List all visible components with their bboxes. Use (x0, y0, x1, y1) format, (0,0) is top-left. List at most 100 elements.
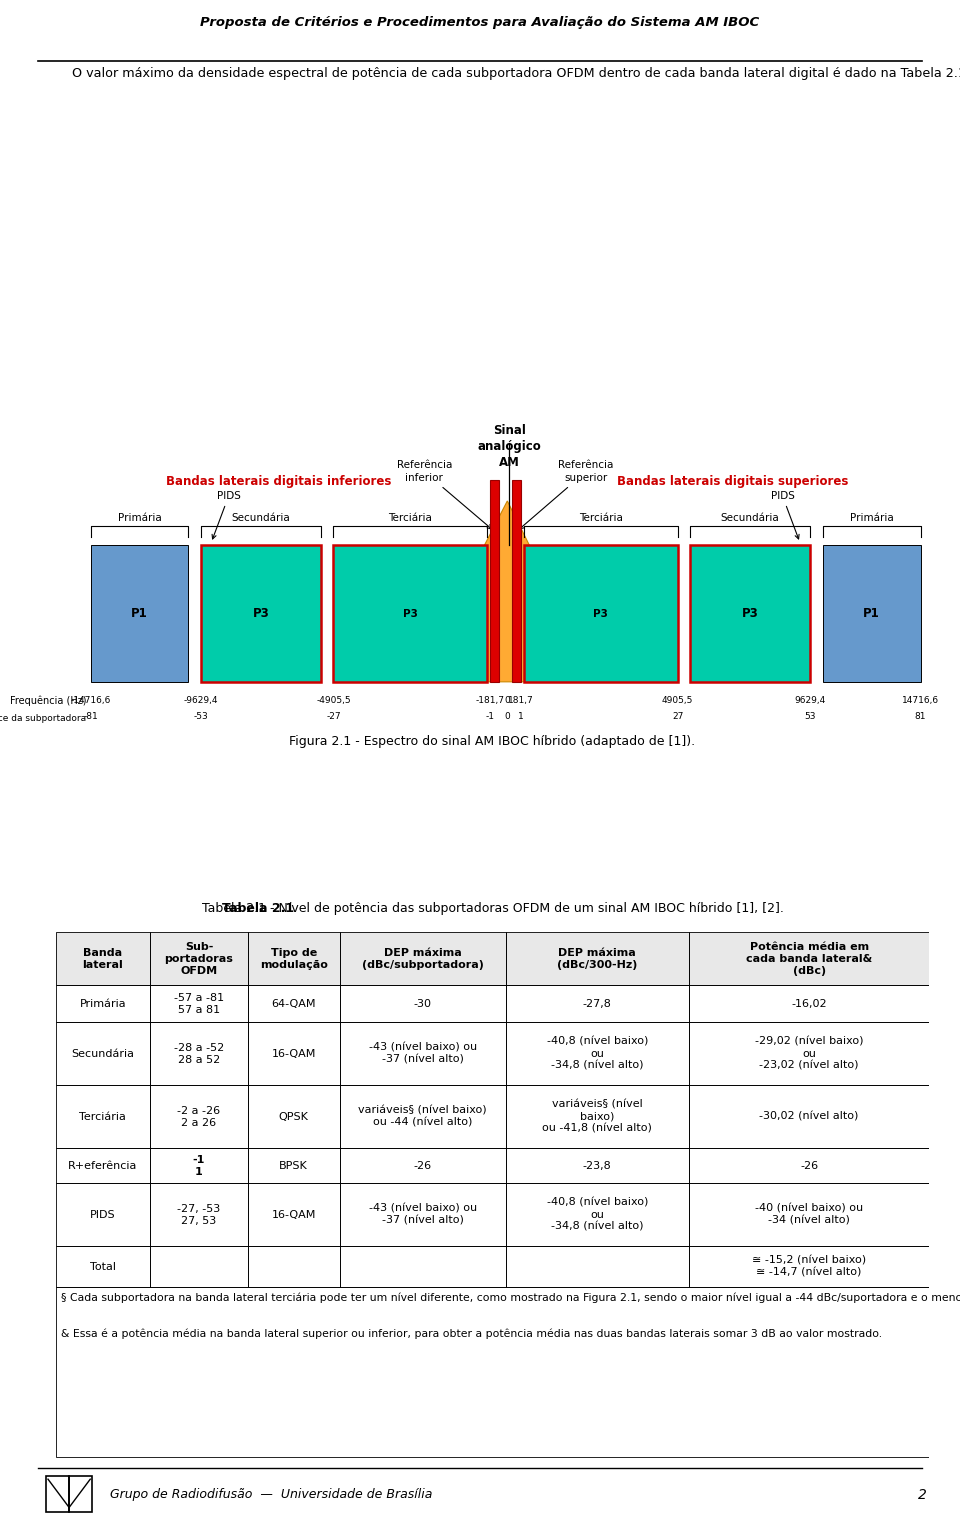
Text: Tabela 2.1 - Nível de potência das subportadoras OFDM de um sinal AM IBOC híbrid: Tabela 2.1 - Nível de potência das subpo… (202, 902, 783, 914)
Text: -40 (nível baixo) ou
-34 (nível alto): -40 (nível baixo) ou -34 (nível alto) (756, 1203, 863, 1226)
Text: Referência
inferior: Referência inferior (396, 460, 492, 529)
Bar (56, 1246, 150, 1287)
Bar (248, 986, 340, 1022)
Bar (69, 1476, 92, 1511)
Bar (248, 1183, 340, 1246)
Text: -27,8: -27,8 (583, 1000, 612, 1009)
Bar (340, 1085, 506, 1148)
Bar (689, 1183, 929, 1246)
Text: 2: 2 (918, 1487, 926, 1502)
Text: 27: 27 (672, 712, 684, 722)
Bar (506, 986, 689, 1022)
Bar (340, 933, 506, 986)
Text: -30,02 (nível alto): -30,02 (nível alto) (759, 1112, 859, 1121)
Text: Referência
superior: Referência superior (519, 460, 613, 529)
Bar (823, 545, 921, 682)
Text: Primária: Primária (850, 513, 894, 523)
Text: 0: 0 (504, 696, 510, 705)
Text: Primária: Primária (80, 1000, 126, 1009)
Bar (248, 1085, 340, 1148)
Bar (201, 545, 322, 682)
Text: P3: P3 (403, 609, 418, 618)
Bar (689, 1022, 929, 1085)
Text: § Cada subportadora na banda lateral terciária pode ter um nível diferente, como: § Cada subportadora na banda lateral ter… (60, 1293, 960, 1303)
Text: Terciária: Terciária (579, 513, 623, 523)
Bar (340, 986, 506, 1022)
Bar (150, 1022, 248, 1085)
Text: PIDS: PIDS (212, 491, 241, 539)
Bar (248, 986, 340, 1022)
Bar (150, 1183, 248, 1246)
Text: 16-QAM: 16-QAM (272, 1048, 316, 1059)
Bar (56, 1085, 150, 1148)
Bar (56, 986, 150, 1022)
Bar (340, 1183, 506, 1246)
Text: 53: 53 (804, 712, 816, 722)
Bar (689, 1022, 929, 1085)
Bar (56, 1183, 150, 1246)
Bar (150, 933, 248, 986)
Text: Banda
lateral: Banda lateral (83, 948, 123, 969)
Text: Secundária: Secundária (231, 513, 290, 523)
Bar (150, 1148, 248, 1183)
Text: 9629,4: 9629,4 (795, 696, 827, 705)
Text: -2 a -26
2 a 26: -2 a -26 2 a 26 (178, 1106, 221, 1127)
Text: Bandas laterais digitais inferiores: Bandas laterais digitais inferiores (166, 474, 391, 488)
Bar (689, 933, 929, 986)
Text: PIDS: PIDS (771, 491, 799, 539)
Bar (689, 933, 929, 986)
Bar (506, 1148, 689, 1183)
Bar (150, 1022, 248, 1085)
Text: -26: -26 (800, 1161, 818, 1171)
Text: Figura 2.1 - Espectro do sinal AM IBOC híbrido (adaptado de [1]).: Figura 2.1 - Espectro do sinal AM IBOC h… (289, 735, 696, 747)
Bar (90, 545, 188, 682)
Text: Tipo de
modulação: Tipo de modulação (260, 948, 327, 969)
Text: Grupo de Radiodifusão  —  Universidade de Brasília: Grupo de Radiodifusão — Universidade de … (110, 1489, 433, 1501)
Bar (56, 1148, 150, 1183)
Bar (690, 545, 810, 682)
Bar (248, 1148, 340, 1183)
Text: Tabela 2.1: Tabela 2.1 (222, 902, 295, 914)
Bar (248, 933, 340, 986)
Text: -27: -27 (326, 712, 341, 722)
Text: Índice da subportadora: Índice da subportadora (0, 712, 86, 723)
Bar (506, 986, 689, 1022)
Bar (689, 1148, 929, 1183)
Text: -29,02 (nível baixo)
ou
-23,02 (nível alto): -29,02 (nível baixo) ou -23,02 (nível al… (755, 1037, 863, 1071)
Bar (150, 986, 248, 1022)
Text: -81: -81 (84, 712, 98, 722)
Bar (248, 1022, 340, 1085)
Text: -26: -26 (414, 1161, 432, 1171)
Bar (56, 1183, 150, 1246)
Text: -4905,5: -4905,5 (316, 696, 350, 705)
Text: -57 a -81
57 a 81: -57 a -81 57 a 81 (174, 993, 224, 1015)
Text: P1: P1 (132, 608, 148, 620)
Text: BPSK: BPSK (279, 1161, 308, 1171)
Bar (150, 1246, 248, 1287)
Bar (333, 545, 488, 682)
Text: Frequência (Hz): Frequência (Hz) (10, 696, 86, 706)
Text: Terciária: Terciária (389, 513, 432, 523)
Bar (490, 480, 499, 682)
Text: P3: P3 (742, 608, 758, 620)
Bar (506, 1183, 689, 1246)
Text: O valor máximo da densidade espectral de potência de cada subportadora OFDM dent: O valor máximo da densidade espectral de… (56, 67, 960, 81)
Text: P3: P3 (252, 608, 270, 620)
Text: -40,8 (nível baixo)
ou
-34,8 (nível alto): -40,8 (nível baixo) ou -34,8 (nível alto… (546, 1197, 648, 1232)
Bar (56, 1246, 150, 1287)
Text: R+eferência: R+eferência (68, 1161, 137, 1171)
Bar (340, 1246, 506, 1287)
Bar (689, 1183, 929, 1246)
Text: 4905,5: 4905,5 (662, 696, 693, 705)
Text: 16-QAM: 16-QAM (272, 1209, 316, 1220)
Bar (56, 933, 150, 986)
Bar (248, 1246, 340, 1287)
Text: PIDS: PIDS (90, 1209, 115, 1220)
Bar (340, 1148, 506, 1183)
Text: Proposta de Critérios e Procedimentos para Avaliação do Sistema AM IBOC: Proposta de Critérios e Procedimentos pa… (201, 15, 759, 29)
Bar (506, 1022, 689, 1085)
Bar (340, 933, 506, 986)
Bar (150, 1085, 248, 1148)
Text: 181,7: 181,7 (509, 696, 534, 705)
Bar (150, 933, 248, 986)
